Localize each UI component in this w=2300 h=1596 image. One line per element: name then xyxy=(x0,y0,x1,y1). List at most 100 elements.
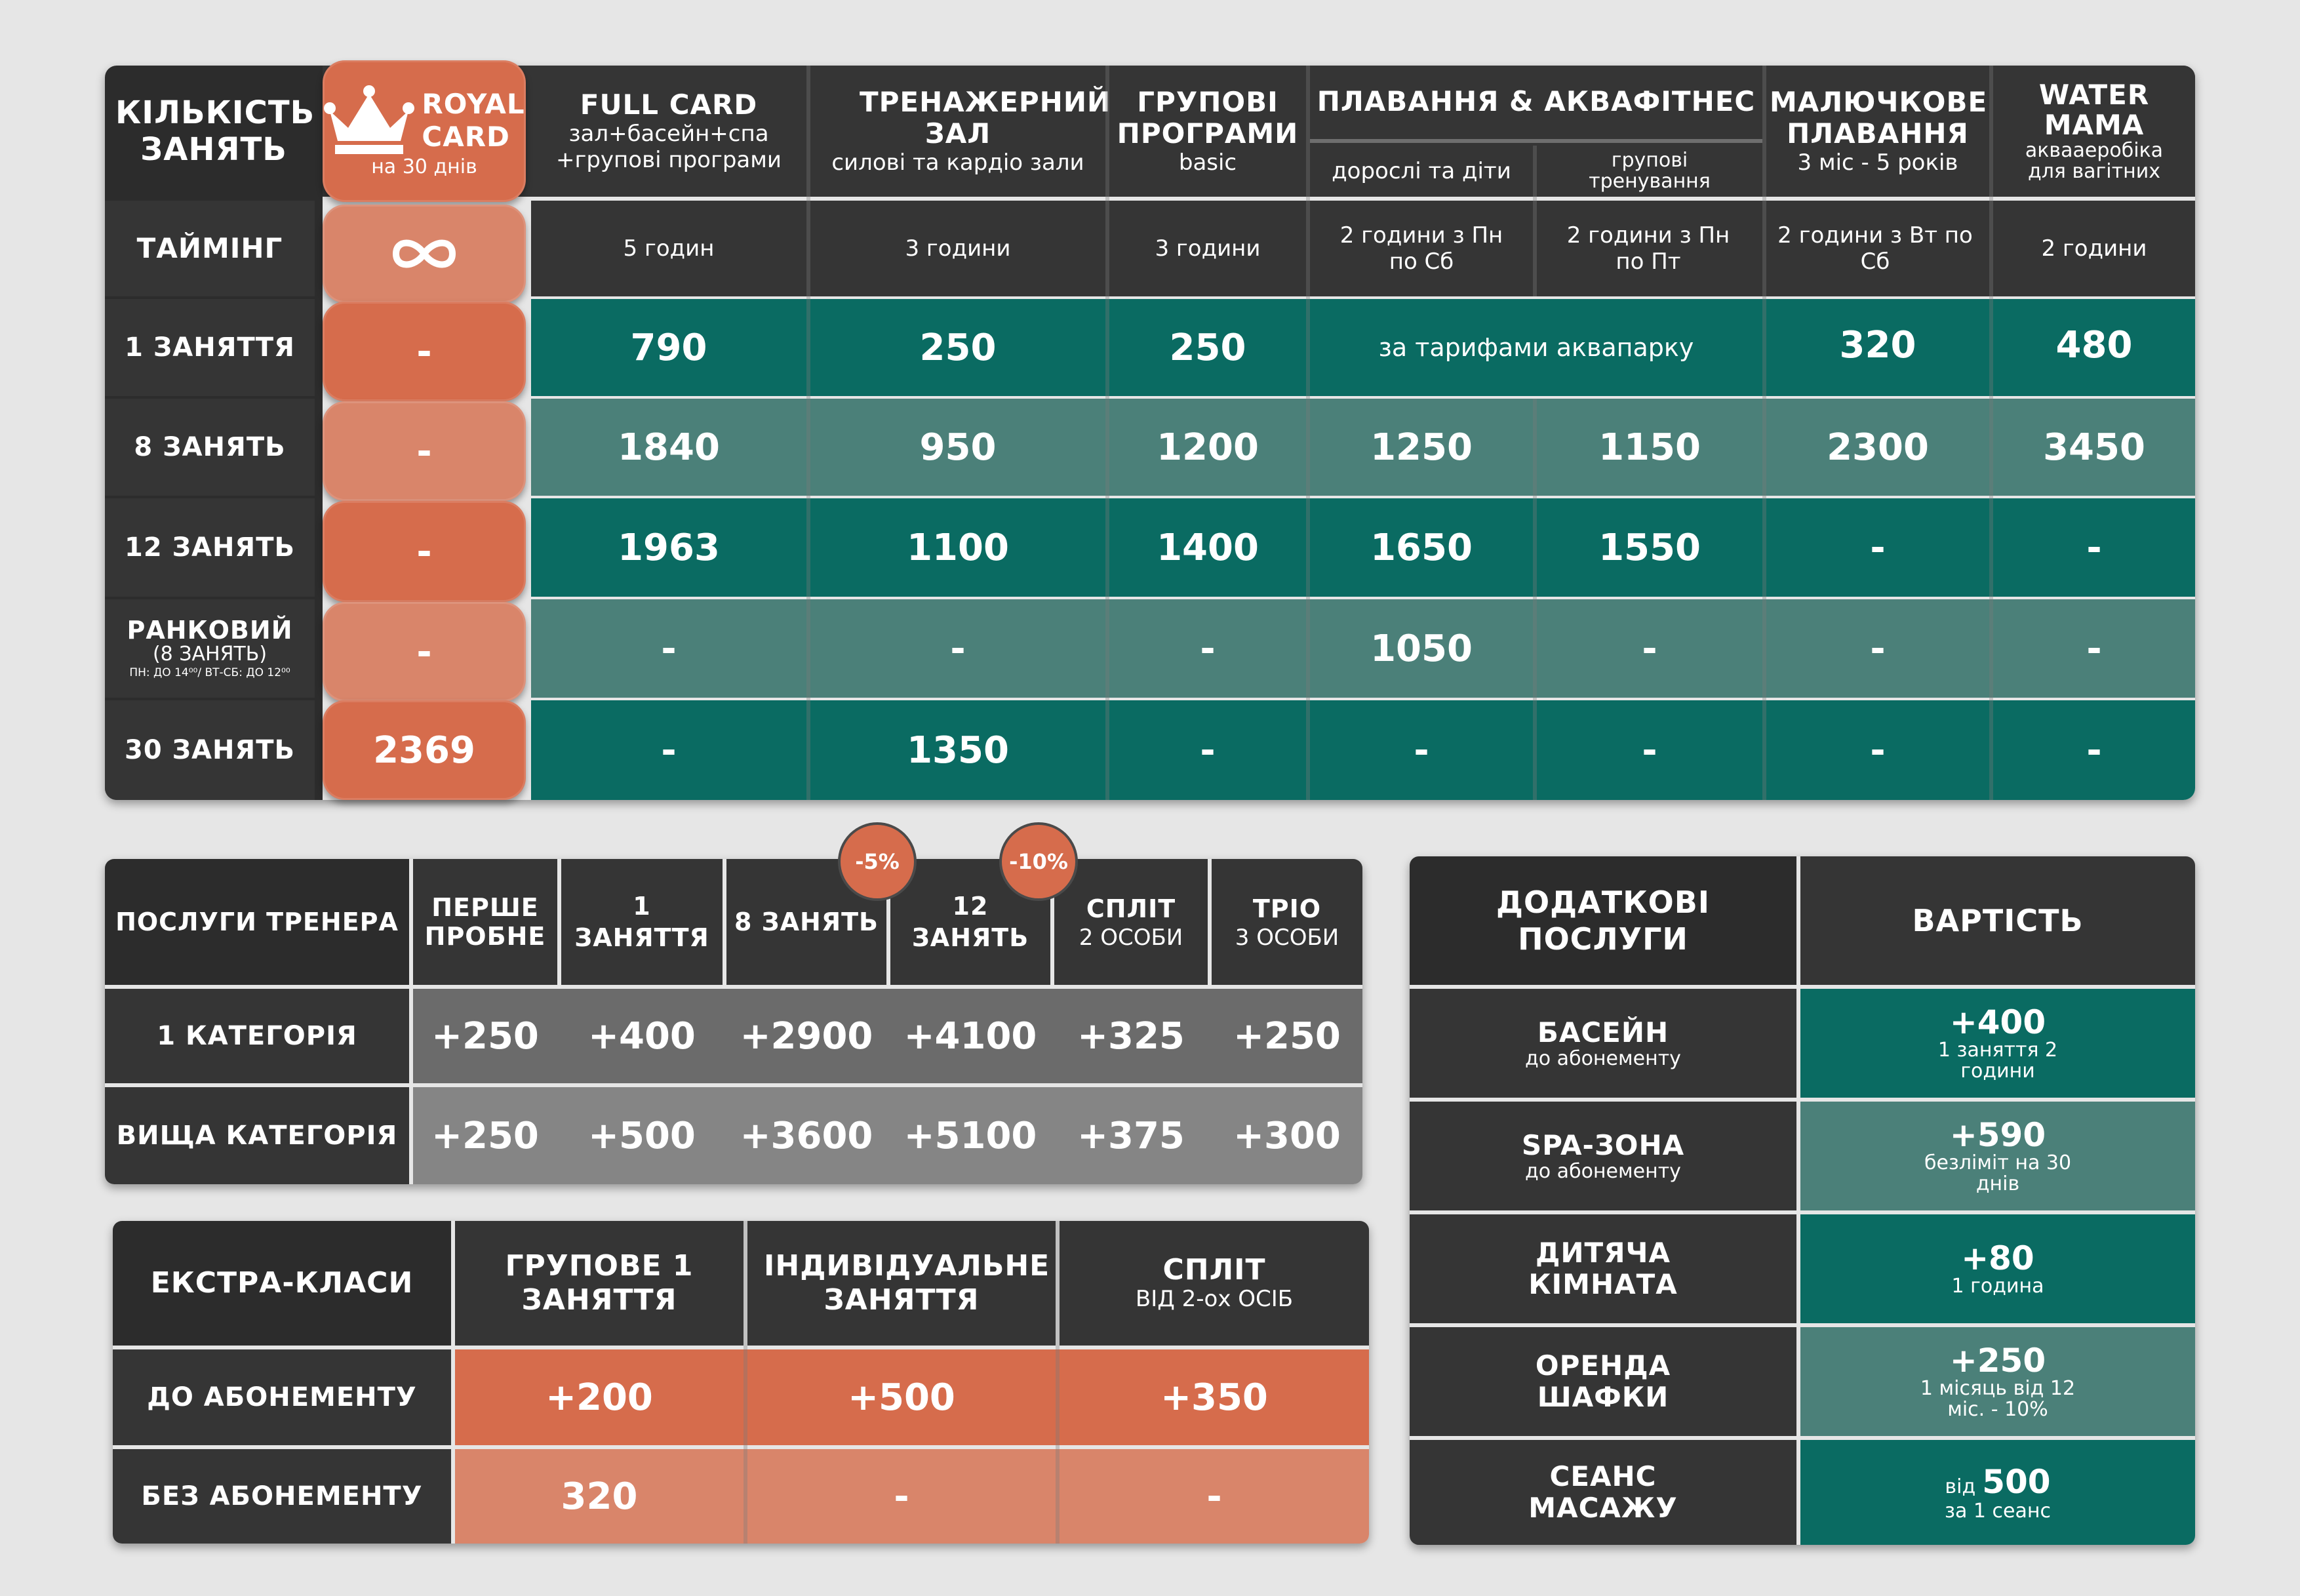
col-title: ГРУПОВЕ 1 ЗАНЯТТЯ xyxy=(505,1249,694,1317)
royal-price-1: - xyxy=(323,302,526,401)
col-title: СПЛІТ xyxy=(1162,1253,1266,1287)
addons-header-label: ДОДАТКОВІ ПОСЛУГИ xyxy=(1496,885,1710,957)
timing-swim-adults: 2 години з Пн по Сб xyxy=(1339,222,1503,275)
addon-price-sub: 1 заняття 2 години xyxy=(1937,1039,2058,1083)
trainer-price: +250 xyxy=(1233,1014,1341,1058)
addon-price-massage: від 500 за 1 сеанс xyxy=(1800,1440,2195,1545)
row-label: 12 ЗАНЯТЬ xyxy=(124,532,295,563)
addon-price-sub: за 1 сеанс xyxy=(1945,1500,2051,1523)
price-cell: - xyxy=(1200,627,1216,670)
col-sub: дорослі та діти xyxy=(1332,158,1511,184)
price-cell: 1150 xyxy=(1598,426,1701,469)
col-sub: аквааеробіка для вагітних xyxy=(2025,139,2164,183)
price-cell: 1840 xyxy=(618,426,720,469)
trainer-row-2 xyxy=(413,1087,1362,1184)
col-title: СПЛІТ xyxy=(1086,894,1176,923)
col-subheader-adults: дорослі та діти xyxy=(1310,146,1533,197)
extra-row-label-with: ДО АБОНЕМЕНТУ xyxy=(113,1349,451,1445)
corner-label: КІЛЬКІСТЬ ЗАНЯТЬ xyxy=(115,94,315,168)
col-sub: групові тренування xyxy=(1589,149,1711,193)
royal-card-header: ROYAL CARD на 30 днів xyxy=(323,60,526,202)
extra-corner: ЕКСТРА-КЛАСИ xyxy=(113,1221,451,1346)
row-label: 30 ЗАНЯТЬ xyxy=(124,735,295,765)
price-cell: - xyxy=(1642,728,1657,772)
extra-price: - xyxy=(894,1475,909,1518)
addon-price: +250 xyxy=(1949,1342,2046,1380)
col-title: 8 ЗАНЯТЬ xyxy=(734,908,879,936)
corner-label: ПОСЛУГИ ТРЕНЕРА xyxy=(115,908,399,936)
col-header-swim: ПЛАВАННЯ & АКВАФІТНЕС xyxy=(1310,66,1762,138)
col-sub: basic xyxy=(1178,150,1237,176)
trainer-header-trio: ТРІО 3 ОСОБИ xyxy=(1212,859,1362,985)
extra-header-split: СПЛІТ ВІД 2-ох ОСІБ xyxy=(1060,1221,1369,1346)
trainer-price: +400 xyxy=(588,1014,696,1058)
price-cell: 1100 xyxy=(907,526,1009,569)
price-cell: 1650 xyxy=(1370,526,1473,569)
timing-row xyxy=(531,201,2195,296)
col-header-full-card: FULL CARD зал+басейн+спа +групові програ… xyxy=(531,66,806,197)
royal-price-30: 2369 xyxy=(323,700,526,800)
price-cell: - xyxy=(1414,728,1429,772)
trainer-services-table: ПОСЛУГИ ТРЕНЕРА ПЕРШЕ ПРОБНЕ 1 ЗАНЯТТЯ 8… xyxy=(105,859,1362,1184)
price-cell: - xyxy=(1642,627,1657,670)
addon-price: +590 xyxy=(1949,1116,2046,1154)
price-cell: 3450 xyxy=(2043,426,2145,469)
price-cell: 250 xyxy=(919,326,997,369)
trainer-price: +325 xyxy=(1077,1014,1185,1058)
addon-price: 500 xyxy=(1982,1463,2051,1501)
addon-price-spa: +590 безліміт на 30 днів xyxy=(1800,1102,2195,1210)
row-label-8: 8 ЗАНЯТЬ xyxy=(105,399,315,496)
price-cell: - xyxy=(1870,728,1886,772)
addon-price-locker: +250 1 місяць від 12 міс. - 10% xyxy=(1800,1327,2195,1436)
extra-price: +500 xyxy=(848,1376,955,1419)
timing-full-card: 5 годин xyxy=(623,235,715,262)
trainer-corner: ПОСЛУГИ ТРЕНЕРА xyxy=(105,859,409,985)
addon-price-kids: +80 1 година xyxy=(1800,1214,2195,1323)
row-label: ВИЩА КАТЕГОРІЯ xyxy=(116,1121,398,1151)
addon-price-sub: 1 година xyxy=(1951,1275,2044,1298)
trainer-price: +2900 xyxy=(740,1014,873,1058)
col-subheader-group-training: групові тренування xyxy=(1537,146,1762,197)
row-label-12: 12 ЗАНЯТЬ xyxy=(105,498,315,597)
royal-card-title-2: CARD xyxy=(422,121,510,153)
extra-price: 320 xyxy=(561,1475,638,1518)
row-label-timing: ТАЙМІНГ xyxy=(105,201,315,296)
addons-header-right: ВАРТІСТЬ xyxy=(1800,856,2195,985)
price-cell: - xyxy=(661,728,677,772)
addon-name-spa: SPA-ЗОНА до абонементу xyxy=(1410,1102,1796,1210)
row-label-30: 30 ЗАНЯТЬ xyxy=(105,700,315,800)
addon-name-massage: СЕАНС МАСАЖУ xyxy=(1410,1440,1796,1545)
row-label: РАНКОВИЙ xyxy=(127,616,293,645)
price-row-30 xyxy=(531,700,2195,800)
col-title: 1 ЗАНЯТТЯ xyxy=(574,892,709,952)
corner-label: ЕКСТРА-КЛАСИ xyxy=(150,1266,414,1300)
timing-group: 3 години xyxy=(1155,235,1261,262)
col-header-baby-swim: МАЛЮЧКОВЕ ПЛАВАННЯ 3 міс - 5 років xyxy=(1766,66,1989,197)
extra-row-label-without: БЕЗ АБОНЕМЕНТУ xyxy=(113,1449,451,1544)
addons-header-left: ДОДАТКОВІ ПОСЛУГИ xyxy=(1410,856,1796,985)
addon-price-sub: 1 місяць від 12 міс. - 10% xyxy=(1920,1377,2076,1421)
extra-price: - xyxy=(1206,1475,1222,1518)
price-cell: 790 xyxy=(630,326,707,369)
trainer-header-trial: ПЕРШЕ ПРОБНЕ xyxy=(413,859,557,985)
price-cell: 250 xyxy=(1169,326,1246,369)
trainer-price: +3600 xyxy=(740,1114,873,1157)
addon-price-sub: безліміт на 30 днів xyxy=(1924,1151,2072,1195)
col-sub: силові та кардіо зали xyxy=(831,150,1084,176)
swim-divider xyxy=(1310,139,1762,143)
col-title: WATER MAMA xyxy=(2038,79,2150,141)
row-label-1: 1 ЗАНЯТТЯ xyxy=(105,299,315,396)
price-cell: 1963 xyxy=(618,526,720,569)
col-header-gym: ТРЕНАЖЕРНИЙ ЗАЛ силові та кардіо зали xyxy=(810,66,1110,197)
extra-price: +200 xyxy=(545,1376,653,1419)
addon-name: SPA-ЗОНА xyxy=(1521,1129,1685,1161)
extra-price: +350 xyxy=(1160,1376,1268,1419)
row-label: 1 КАТЕГОРІЯ xyxy=(157,1021,357,1051)
col-header-water-mama: WATER MAMA аквааеробіка для вагітних xyxy=(1993,66,2195,197)
price-row-12 xyxy=(531,498,2195,597)
infinity-icon xyxy=(392,239,456,268)
price-cell: 320 xyxy=(1839,323,1916,367)
addon-price-pool: +400 1 заняття 2 години xyxy=(1800,989,2195,1098)
price-cell: - xyxy=(2086,728,2102,772)
price-cell: 480 xyxy=(2055,323,2133,367)
